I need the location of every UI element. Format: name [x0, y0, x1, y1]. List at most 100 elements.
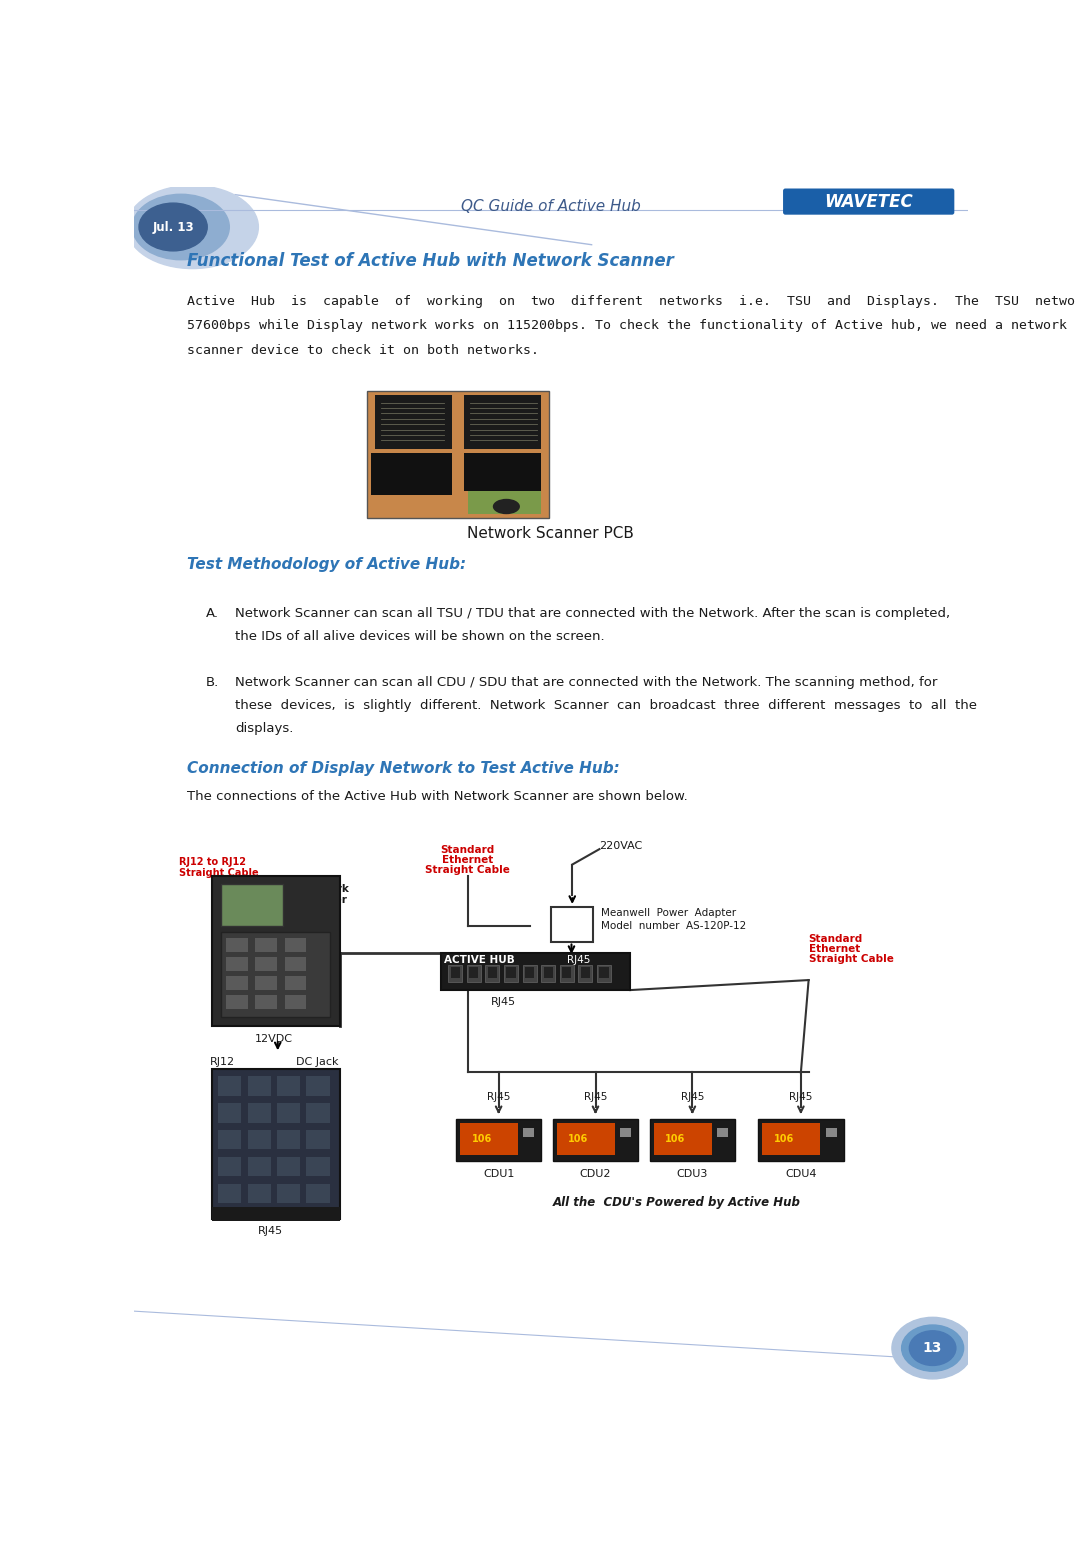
- Bar: [578, 964, 592, 982]
- Bar: [255, 977, 277, 989]
- Text: Network Scanner can scan all TSU / TDU that are connected with the Network. Afte: Network Scanner can scan all TSU / TDU t…: [235, 606, 950, 620]
- Text: Straight Cable: Straight Cable: [180, 868, 259, 877]
- Bar: [255, 996, 277, 1010]
- Bar: [541, 964, 555, 982]
- Bar: [550, 907, 593, 941]
- Text: All the  CDU's Powered by Active Hub: All the CDU's Powered by Active Hub: [553, 1195, 801, 1209]
- Bar: [247, 1103, 271, 1122]
- Text: Ethernet: Ethernet: [808, 944, 860, 953]
- Ellipse shape: [902, 1324, 963, 1371]
- Text: WAVETEC: WAVETEC: [823, 193, 913, 210]
- Text: A.: A.: [205, 606, 218, 620]
- Bar: [544, 968, 553, 978]
- Bar: [374, 394, 453, 449]
- Bar: [285, 996, 306, 1010]
- Text: CDU3: CDU3: [676, 1168, 708, 1179]
- Bar: [557, 1122, 615, 1154]
- Bar: [560, 964, 574, 982]
- Text: Active  Hub  is  capable  of  working  on  two  different  networks  i.e.  TSU  : Active Hub is capable of working on two …: [187, 294, 1075, 308]
- Bar: [306, 1077, 330, 1095]
- Bar: [580, 968, 590, 978]
- Bar: [654, 1122, 712, 1154]
- Bar: [255, 938, 277, 952]
- Bar: [226, 996, 247, 1010]
- Bar: [524, 1128, 534, 1137]
- Ellipse shape: [132, 195, 229, 260]
- Text: ACTIVE HUB: ACTIVE HUB: [444, 955, 515, 964]
- Bar: [826, 1128, 836, 1137]
- Bar: [468, 491, 541, 514]
- Bar: [218, 1077, 241, 1095]
- Bar: [450, 968, 460, 978]
- Text: RJ45: RJ45: [584, 1092, 607, 1102]
- Bar: [221, 932, 330, 1017]
- Bar: [758, 1119, 844, 1161]
- Text: 13: 13: [923, 1341, 943, 1355]
- Bar: [218, 1184, 241, 1203]
- Bar: [486, 964, 500, 982]
- Bar: [277, 1158, 300, 1176]
- Text: Standard: Standard: [441, 846, 495, 855]
- Bar: [212, 876, 340, 1027]
- Text: Network Scanner PCB: Network Scanner PCB: [468, 525, 634, 541]
- Bar: [649, 1119, 735, 1161]
- Text: 12VDC: 12VDC: [255, 1035, 292, 1044]
- Bar: [469, 968, 478, 978]
- Ellipse shape: [127, 185, 258, 268]
- Text: RJ45: RJ45: [567, 955, 590, 964]
- Text: QC Guide of Active Hub: QC Guide of Active Hub: [461, 198, 641, 213]
- Bar: [306, 1158, 330, 1176]
- Text: DC Jack: DC Jack: [296, 1056, 338, 1067]
- Bar: [553, 1119, 639, 1161]
- Text: 106: 106: [569, 1134, 589, 1144]
- Bar: [247, 1184, 271, 1203]
- Bar: [460, 1122, 518, 1154]
- Bar: [448, 964, 462, 982]
- Text: Model  number  AS-120P-12: Model number AS-120P-12: [601, 921, 746, 930]
- FancyBboxPatch shape: [783, 189, 955, 215]
- Text: 106: 106: [774, 1134, 794, 1144]
- Bar: [277, 1077, 300, 1095]
- Text: RJ12 to RJ12: RJ12 to RJ12: [180, 857, 246, 866]
- Bar: [441, 953, 630, 989]
- Text: scanner device to check it on both networks.: scanner device to check it on both netwo…: [187, 344, 539, 357]
- Bar: [506, 968, 516, 978]
- Bar: [456, 1119, 541, 1161]
- Text: RJ45: RJ45: [487, 1092, 511, 1102]
- Text: RJ45: RJ45: [680, 1092, 704, 1102]
- Bar: [277, 1184, 300, 1203]
- Bar: [525, 968, 534, 978]
- Bar: [306, 1184, 330, 1203]
- Text: RJ45: RJ45: [789, 1092, 813, 1102]
- Text: CDU4: CDU4: [785, 1168, 817, 1179]
- Bar: [218, 1158, 241, 1176]
- Bar: [277, 1103, 300, 1122]
- Bar: [463, 453, 541, 491]
- Text: Network Scanner can scan all CDU / SDU that are connected with the Network. The : Network Scanner can scan all CDU / SDU t…: [235, 676, 937, 689]
- Text: Standard: Standard: [808, 933, 863, 944]
- Text: Network: Network: [300, 883, 349, 894]
- Text: 8.4A: 8.4A: [558, 925, 585, 936]
- Bar: [247, 1158, 271, 1176]
- Bar: [218, 1103, 241, 1122]
- Bar: [620, 1128, 631, 1137]
- Text: B.: B.: [205, 676, 219, 689]
- Bar: [488, 968, 497, 978]
- Bar: [600, 968, 608, 978]
- Bar: [306, 1103, 330, 1122]
- Bar: [597, 964, 611, 982]
- Bar: [212, 1069, 340, 1218]
- Text: these  devices,  is  slightly  different.  Network  Scanner  can  broadcast  thr: these devices, is slightly different. Ne…: [235, 700, 977, 712]
- Bar: [255, 957, 277, 971]
- Bar: [226, 938, 247, 952]
- Text: RJ45: RJ45: [257, 1226, 283, 1237]
- Ellipse shape: [909, 1331, 956, 1365]
- Text: 106: 106: [472, 1134, 491, 1144]
- Bar: [221, 883, 283, 925]
- Bar: [762, 1122, 820, 1154]
- Text: Scanner: Scanner: [300, 896, 347, 905]
- Text: TSU: TSU: [300, 907, 322, 918]
- Bar: [285, 957, 306, 971]
- Bar: [226, 957, 247, 971]
- Text: Straight Cable: Straight Cable: [808, 953, 893, 964]
